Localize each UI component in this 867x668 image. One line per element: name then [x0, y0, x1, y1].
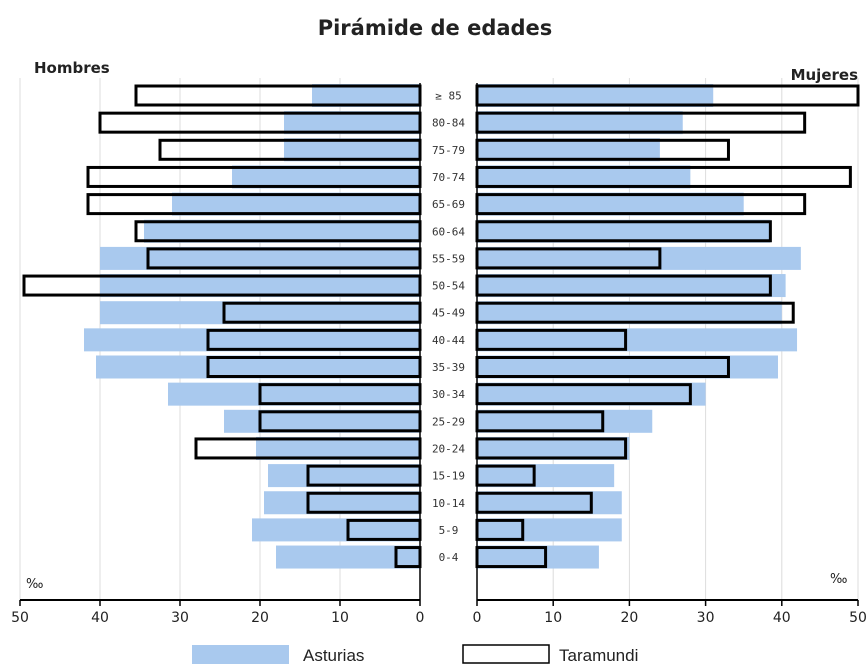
- bar-asturias-hombres: [232, 165, 420, 189]
- bar-asturias-hombres: [144, 219, 420, 243]
- age-label: 80-84: [432, 117, 465, 130]
- age-label: 0-4: [439, 551, 459, 564]
- bar-asturias-hombres: [268, 464, 420, 488]
- bar-asturias-mujeres: [477, 436, 630, 460]
- bar-asturias-mujeres: [477, 301, 782, 325]
- bar-asturias-mujeres: [477, 111, 683, 135]
- age-label: 55-59: [432, 252, 465, 265]
- bars-layer: [22, 84, 860, 569]
- chart-title: Pirámide de edades: [318, 16, 553, 40]
- age-label: 50-54: [432, 280, 465, 293]
- bar-asturias-mujeres: [477, 545, 599, 569]
- bar-asturias-mujeres: [477, 192, 744, 216]
- bar-asturias-mujeres: [477, 274, 786, 298]
- age-label: 30-34: [432, 388, 465, 401]
- bar-asturias-mujeres: [477, 382, 706, 406]
- right-panel-label: Mujeres: [791, 66, 858, 84]
- bar-asturias-hombres: [224, 409, 420, 433]
- right-tick-label: 30: [697, 610, 715, 626]
- age-label: 45-49: [432, 307, 465, 320]
- axes: 50 50 40 40 30 30 20 20 10 10 0 0: [11, 83, 867, 626]
- bar-asturias-mujeres: [477, 84, 714, 107]
- bar-asturias-hombres: [284, 111, 420, 135]
- left-tick-label: 50: [11, 610, 29, 626]
- age-label: 5-9: [439, 524, 459, 537]
- legend-label-asturias: Asturias: [303, 646, 364, 665]
- right-tick-label: 10: [544, 610, 562, 626]
- age-label: 25-29: [432, 415, 465, 428]
- bar-asturias-mujeres: [477, 138, 660, 162]
- age-labels: ≥ 85 80-84 75-79 70-74 65-69 60-64 55-59 50-54 4…: [432, 90, 465, 565]
- left-panel-label: Hombres: [34, 59, 110, 77]
- bar-asturias-mujeres: [477, 165, 691, 189]
- bar-asturias-hombres: [312, 84, 420, 107]
- legend: Asturias Taramundi: [192, 644, 638, 665]
- legend-swatch-asturias: [192, 645, 289, 664]
- bar-asturias-mujeres: [477, 355, 778, 379]
- bar-asturias-mujeres: [477, 491, 622, 515]
- left-tick-label: 10: [331, 610, 349, 626]
- bar-asturias-hombres: [172, 192, 420, 216]
- bar-asturias-hombres: [276, 545, 420, 569]
- right-tick-label: 20: [620, 610, 638, 626]
- age-label: 40-44: [432, 334, 465, 347]
- bar-asturias-hombres: [264, 491, 420, 515]
- bar-asturias-hombres: [84, 328, 420, 352]
- age-label: 60-64: [432, 225, 465, 238]
- age-label: 10-14: [432, 497, 465, 510]
- age-label: 65-69: [432, 198, 465, 211]
- left-tick-label: 30: [171, 610, 189, 626]
- bar-asturias-mujeres: [477, 409, 653, 433]
- age-label: 70-74: [432, 171, 465, 184]
- right-unit-label: ‰: [830, 572, 847, 587]
- left-tick-label: 20: [251, 610, 269, 626]
- bar-asturias-mujeres: [477, 328, 798, 352]
- right-tick-label: 40: [773, 610, 791, 626]
- age-label: 15-19: [432, 470, 465, 483]
- bar-asturias-hombres: [284, 138, 420, 162]
- left-tick-label: 40: [91, 610, 109, 626]
- legend-swatch-taramundi: [462, 644, 550, 664]
- age-label: 35-39: [432, 361, 465, 374]
- age-label: 75-79: [432, 144, 465, 157]
- bar-asturias-hombres: [100, 274, 420, 298]
- right-tick-label: 50: [849, 610, 867, 626]
- left-unit-label: ‰: [26, 577, 43, 592]
- right-tick-label: 0: [473, 610, 482, 626]
- bar-asturias-mujeres: [477, 518, 622, 542]
- bar-asturias-hombres: [168, 382, 420, 406]
- bar-asturias-mujeres: [477, 246, 801, 270]
- age-label: 20-24: [432, 442, 465, 455]
- left-tick-label: 0: [416, 610, 425, 626]
- bar-asturias-hombres: [100, 301, 420, 325]
- age-label: ≥ 85: [435, 90, 462, 103]
- bar-asturias-mujeres: [477, 219, 771, 243]
- bar-asturias-hombres: [256, 436, 420, 460]
- legend-label-taramundi: Taramundi: [559, 646, 638, 665]
- bar-asturias-hombres: [100, 246, 420, 270]
- bar-asturias-hombres: [96, 355, 420, 379]
- bar-asturias-hombres: [252, 518, 420, 542]
- bar-asturias-mujeres: [477, 464, 615, 488]
